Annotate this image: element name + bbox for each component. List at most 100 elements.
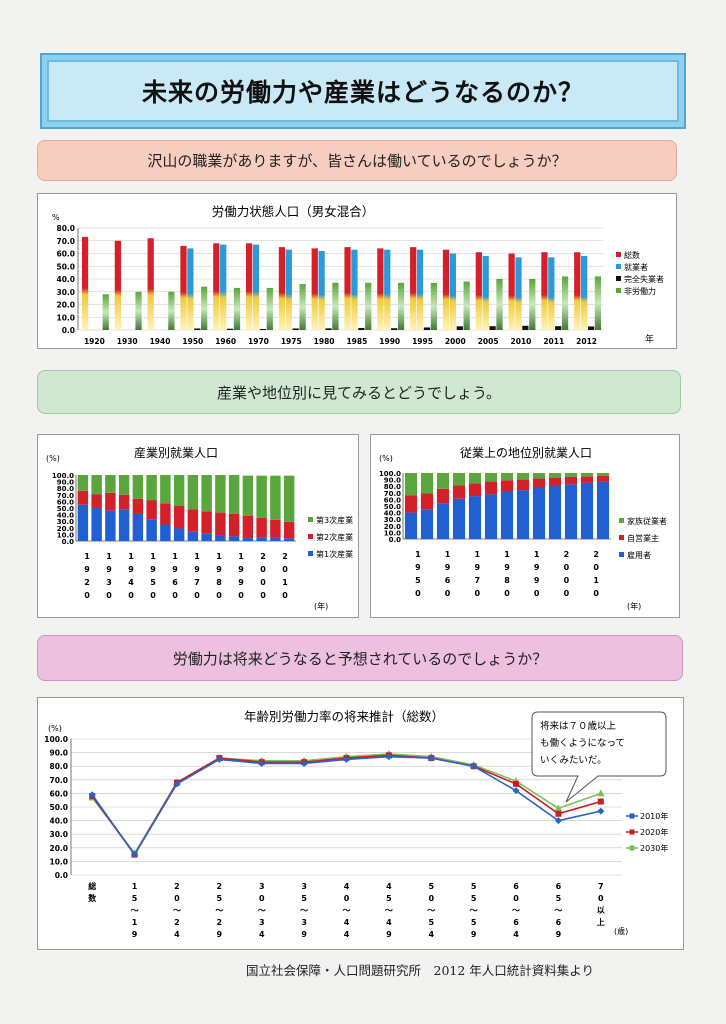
legend-label: 家族従業者 — [627, 516, 667, 526]
bar-第2次産業 — [270, 519, 281, 538]
bar-自営業主 — [548, 477, 562, 486]
y-tick-label: 0.0 — [55, 871, 68, 880]
bar-完全失業者 — [522, 325, 529, 330]
legend-swatch — [616, 288, 621, 293]
x-tick-label: 1970 — [248, 337, 269, 346]
y-axis-unit: (%) — [48, 724, 62, 733]
chart-title: 労働力状態人口（男女混合） — [212, 204, 375, 219]
point-2020年 — [555, 810, 562, 817]
bar-第2次産業 — [242, 515, 254, 538]
bar-総数 — [311, 248, 318, 330]
bar-総数 — [246, 243, 253, 330]
legend-swatch — [619, 535, 624, 540]
bar-総数 — [81, 236, 89, 330]
x-tick-label: 1960 — [215, 337, 236, 346]
legend-label: 第2次産業 — [316, 532, 353, 542]
point-2010年 — [343, 755, 350, 763]
legend-swatch — [308, 534, 313, 539]
y-tick-label: 60.0 — [56, 250, 75, 259]
chart-title: 産業別就業人口 — [134, 445, 218, 460]
bar-総数 — [574, 252, 581, 330]
bar-自営業主 — [420, 493, 434, 510]
bar-第3次産業 — [201, 475, 212, 512]
y-tick-label: 0.0 — [389, 536, 402, 544]
bar-雇用者 — [532, 487, 546, 539]
bar-家族従業者 — [548, 473, 562, 478]
bar-非労働力 — [201, 286, 208, 330]
bar-完全失業者 — [489, 326, 496, 330]
legend-label: 総数 — [624, 250, 640, 260]
y-tick-label: 70.0 — [49, 776, 68, 785]
y-tick-label: 90.0 — [49, 749, 68, 758]
bar-雇用者 — [420, 509, 434, 539]
bar-第2次産業 — [118, 494, 130, 510]
x-tick-label: 1930 — [117, 337, 138, 346]
legend-swatch — [616, 276, 621, 281]
industry-chart-panel: 産業別就業人口 (%) 0.0 10.0 20.0 30.0 40.0 50.0 60.0 70.… — [37, 434, 359, 618]
bar-家族従業者 — [532, 473, 546, 479]
point-2010年 — [385, 753, 393, 761]
bar-自営業主 — [500, 480, 514, 492]
point-2010年 — [300, 759, 308, 767]
title-box: 未来の労働力や産業はどうなるのか？ — [40, 53, 686, 129]
banner-question-1: 沢山の職業がありますが、皆さんは働いているのでしょうか？ — [37, 140, 677, 181]
y-tick-label: 30.0 — [56, 288, 75, 297]
bar-自営業主 — [596, 475, 610, 482]
bar-雇用者 — [596, 481, 610, 539]
bar-非労働力 — [594, 276, 602, 330]
legend-label: 第3次産業 — [316, 515, 353, 525]
bar-非労働力 — [397, 282, 405, 330]
point-2030年 — [597, 789, 605, 797]
bar-総数 — [344, 247, 351, 330]
bar-非労働力 — [135, 291, 142, 330]
y-tick-label: 60.0 — [57, 498, 74, 506]
bar-自営業主 — [484, 481, 498, 495]
bar-第1次産業 — [160, 524, 171, 541]
y-tick-label: 90.0 — [384, 477, 401, 485]
bar-第1次産業 — [283, 538, 295, 541]
bar-完全失業者 — [259, 328, 267, 330]
x-tick-label: 3 0 〜 3 4 — [258, 882, 266, 939]
bar-家族従業者 — [564, 473, 578, 477]
bar-就業者 — [384, 249, 391, 330]
bar-第3次産業 — [215, 475, 226, 513]
y-tick-label: 10.0 — [57, 531, 74, 539]
bar-家族従業者 — [404, 473, 418, 496]
line-2010年 — [91, 755, 601, 857]
bar-完全失業者 — [555, 326, 562, 330]
y-axis-unit: % — [52, 213, 60, 222]
bar-自営業主 — [564, 476, 578, 485]
y-tick-label: 10.0 — [49, 857, 68, 866]
y-tick-label: 30.0 — [49, 830, 68, 839]
bar-完全失業者 — [292, 328, 299, 330]
bar-自営業主 — [452, 485, 466, 499]
bar-第1次産業 — [146, 519, 157, 541]
x-tick-label: 2005 — [478, 337, 499, 346]
bar-第3次産業 — [256, 475, 267, 518]
x-tick-label: 総数 — [88, 881, 97, 903]
legend-label: 自営業主 — [627, 533, 659, 543]
bar-完全失業者 — [423, 327, 431, 330]
x-tick-label: 1990 — [379, 337, 400, 346]
legend-label: 非労働力 — [624, 286, 656, 296]
bar-第3次産業 — [283, 475, 295, 522]
y-tick-label: 30.0 — [57, 518, 74, 526]
industry-chart: 産業別就業人口 (%) 0.010.020.030.040.050.060.070.… — [46, 445, 353, 611]
point-2010年 — [258, 759, 266, 767]
legend-swatch — [616, 252, 621, 257]
bar-第1次産業 — [132, 513, 144, 541]
legend-marker — [629, 813, 635, 819]
x-tick-label: 1940 — [150, 337, 171, 346]
bar-第3次産業 — [173, 475, 185, 507]
bar-非労働力 — [332, 282, 339, 330]
line-2020年 — [91, 754, 602, 857]
bar-就業者 — [187, 248, 194, 330]
x-tick-label: 4 0 〜 4 4 — [343, 882, 351, 939]
x-tick-label: 2010 — [511, 337, 532, 346]
banner-question-3: 労働力は将来どうなると予想されているのでしょうか？ — [37, 635, 683, 681]
bar-第2次産業 — [256, 517, 267, 538]
